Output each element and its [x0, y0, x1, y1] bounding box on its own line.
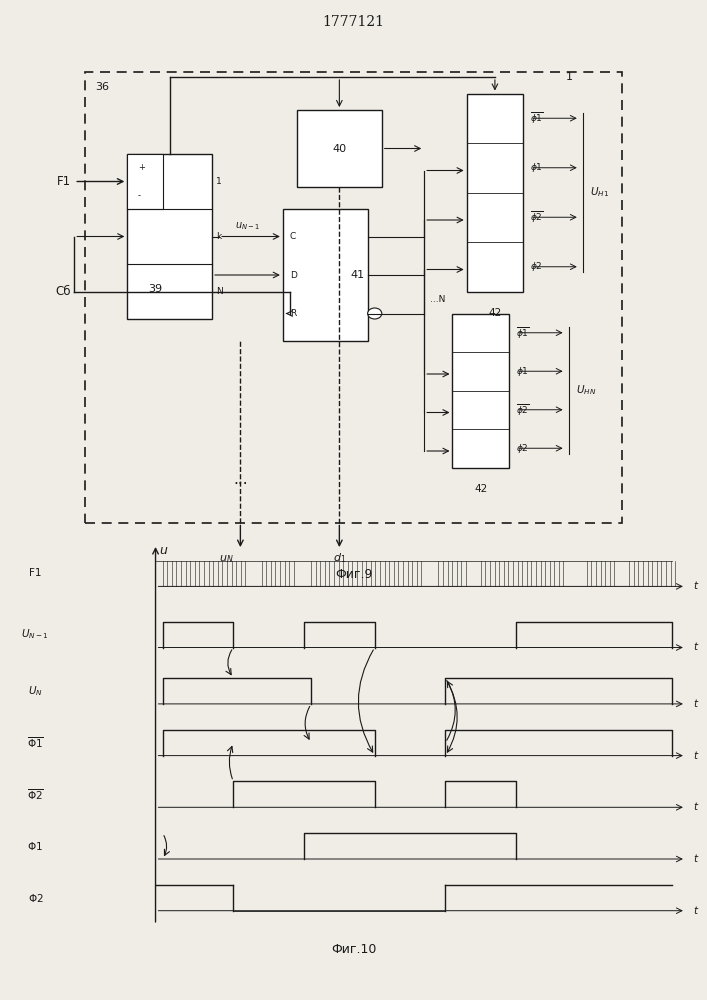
Text: $\phi1$: $\phi1$	[530, 161, 543, 174]
Text: 39: 39	[148, 284, 163, 294]
Text: $\phi1$: $\phi1$	[516, 365, 529, 378]
Text: t: t	[693, 581, 697, 591]
Text: t: t	[693, 699, 697, 709]
Text: 40: 40	[332, 143, 346, 153]
Bar	[283, 209, 368, 341]
Text: $\overline{\phi2}$: $\overline{\phi2}$	[530, 209, 544, 225]
Text: Фиг.9: Фиг.9	[335, 568, 372, 580]
Text: u: u	[159, 544, 167, 557]
Bar	[452, 314, 509, 468]
Text: N: N	[216, 287, 223, 296]
Text: 42: 42	[474, 484, 487, 494]
Text: R: R	[290, 309, 296, 318]
Text: t: t	[693, 854, 697, 864]
Text: +: +	[138, 163, 145, 172]
Text: $\overline{\phi2}$: $\overline{\phi2}$	[516, 402, 530, 418]
Text: 41: 41	[350, 270, 364, 280]
Text: $d_1$: $d_1$	[333, 551, 346, 565]
Text: $U_{N-1}$: $U_{N-1}$	[21, 628, 49, 641]
Text: D: D	[290, 270, 297, 279]
Bar	[127, 154, 212, 319]
Text: $\phi2$: $\phi2$	[516, 442, 529, 455]
Text: $\phi2$: $\phi2$	[530, 260, 543, 273]
Text: $\overline{\Phi2}$: $\overline{\Phi2}$	[27, 787, 44, 802]
Text: F1: F1	[57, 175, 71, 188]
Text: F1: F1	[29, 568, 42, 578]
Text: Сб: Сб	[55, 285, 71, 298]
Bar	[85, 72, 622, 522]
Text: 1: 1	[216, 177, 221, 186]
Text: ...: ...	[233, 472, 247, 487]
Text: t: t	[693, 802, 697, 812]
Text: k: k	[216, 232, 221, 241]
Text: t: t	[693, 751, 697, 761]
Bar	[127, 154, 163, 209]
Text: 1: 1	[566, 72, 573, 82]
Text: $U_N$: $U_N$	[28, 684, 42, 698]
Text: 1777121: 1777121	[322, 15, 385, 29]
Bar	[467, 94, 523, 292]
Text: $U_{HN}$: $U_{HN}$	[576, 384, 597, 397]
Text: $U_{H1}$: $U_{H1}$	[590, 186, 609, 199]
Bar	[297, 110, 382, 187]
Text: ...N: ...N	[430, 296, 445, 304]
Circle shape	[368, 308, 382, 319]
Text: t: t	[693, 906, 697, 916]
Text: $\overline{\phi1}$: $\overline{\phi1}$	[516, 325, 530, 341]
Text: $u_{N-1}$: $u_{N-1}$	[235, 220, 260, 232]
Text: $\overline{\Phi1}$: $\overline{\Phi1}$	[27, 735, 44, 750]
Text: t: t	[693, 643, 697, 652]
Text: Фиг.10: Фиг.10	[331, 943, 376, 956]
Text: $\Phi1$: $\Phi1$	[28, 840, 43, 852]
Text: $\Phi2$: $\Phi2$	[28, 892, 43, 904]
Text: $\overline{\phi1}$: $\overline{\phi1}$	[530, 110, 544, 126]
Text: C: C	[290, 232, 296, 241]
Text: 42: 42	[489, 308, 501, 318]
Text: 36: 36	[95, 83, 110, 93]
Text: $u_N$: $u_N$	[219, 553, 233, 565]
Text: -: -	[138, 191, 141, 200]
